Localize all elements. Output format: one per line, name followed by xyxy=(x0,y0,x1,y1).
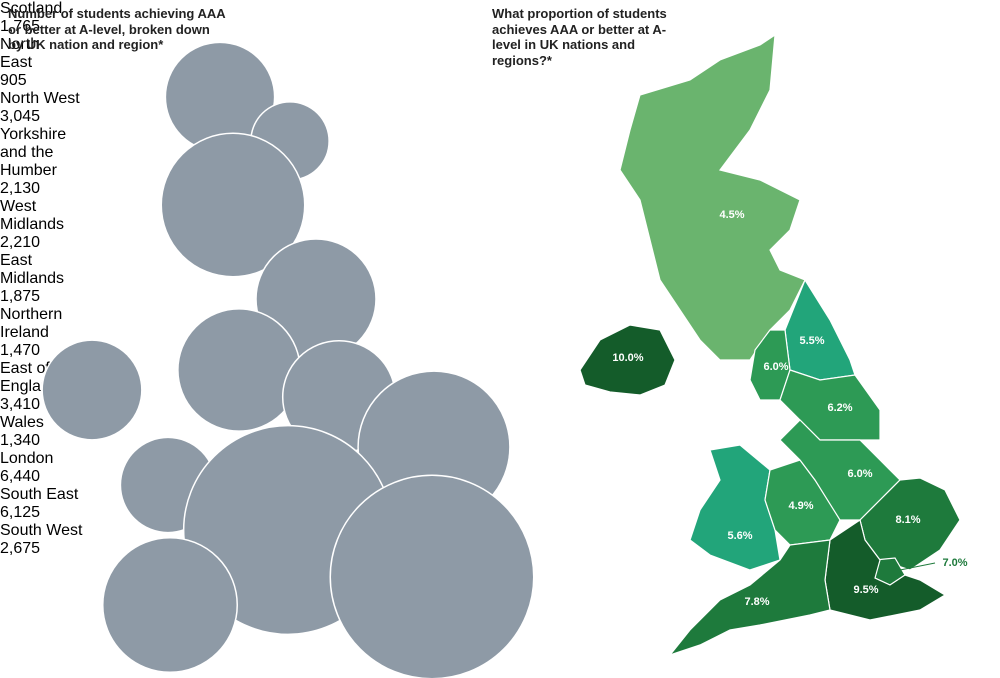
bubble-label: Scotland 1,765 xyxy=(0,0,71,36)
map-value-label: 5.5% xyxy=(799,335,824,347)
bubble-value: 2,130 xyxy=(0,180,41,197)
bubble xyxy=(41,339,143,441)
bubble-value: 905 xyxy=(0,72,27,89)
bubble-label: London 6,440 xyxy=(0,450,110,486)
bubble xyxy=(102,537,238,673)
bubble-name: South West xyxy=(0,522,83,539)
bubble xyxy=(160,132,306,278)
map-value-label: 6.0% xyxy=(763,361,788,373)
map-value-label: 7.8% xyxy=(744,596,769,608)
bubble-value: 1,875 xyxy=(0,288,41,305)
bubble-value: 3,045 xyxy=(0,108,41,125)
callout-line xyxy=(889,562,936,573)
bubble-title: Number of students achieving AAA or bett… xyxy=(8,6,226,53)
map-value-label: 6.0% xyxy=(847,468,872,480)
map-value-label: 10.0% xyxy=(612,352,643,364)
bubble-value: 3,410 xyxy=(0,396,41,413)
bubble-label: North West 3,045 xyxy=(0,90,93,126)
bubble-label: Wales 1,340 xyxy=(0,414,62,450)
map-value-label: 7.0% xyxy=(942,557,967,569)
map-value-label: 8.1% xyxy=(895,514,920,526)
map-value-label: 6.2% xyxy=(827,402,852,414)
bubble-label: West Midlands 2,210 xyxy=(0,198,79,252)
bubble-name: North East xyxy=(0,36,40,71)
bubble-label: Northern Ireland 1,470 xyxy=(0,306,65,360)
bubble xyxy=(177,308,301,432)
map-region xyxy=(579,324,676,396)
bubble xyxy=(329,474,535,678)
map-region xyxy=(824,519,947,621)
bubble-name: South East xyxy=(0,486,79,503)
bubble-value: 1,470 xyxy=(0,342,41,359)
bubble-value: 1,340 xyxy=(0,432,41,449)
bubble-value: 6,125 xyxy=(0,504,41,521)
bubble-label: South West 2,675 xyxy=(0,522,87,558)
map-value-label: 4.5% xyxy=(719,209,744,221)
map-title: What proportion of students achieves AAA… xyxy=(492,6,667,68)
bubble-value: 2,210 xyxy=(0,234,41,251)
bubble-label: North East 905 xyxy=(0,36,51,90)
bubble-name: Northern Ireland xyxy=(0,306,63,341)
map-region xyxy=(619,33,806,361)
bubble-name: Scotland xyxy=(0,0,63,17)
bubble-name: East Midlands xyxy=(0,252,65,287)
bubble-value: 6,440 xyxy=(0,468,41,485)
map-region xyxy=(668,539,831,657)
bubble-name: London xyxy=(0,450,54,467)
map-value-label: 4.9% xyxy=(788,500,813,512)
bubble-name: North West xyxy=(0,90,80,107)
bubble-label: East Midlands 1,875 xyxy=(0,252,73,306)
bubble-value: 1,765 xyxy=(0,18,41,35)
bubble-name: Yorkshire and the Humber xyxy=(0,126,67,179)
bubble-value: 2,675 xyxy=(0,540,41,557)
map-region xyxy=(779,369,881,441)
bubble-label: Yorkshire and the Humber 2,130 xyxy=(0,126,78,198)
map-region xyxy=(689,444,781,571)
map-region xyxy=(859,477,961,571)
map-value-label: 5.6% xyxy=(727,530,752,542)
bubble-name: Wales xyxy=(0,414,44,431)
bubble-name: West Midlands xyxy=(0,198,65,233)
map-value-label: 9.5% xyxy=(853,584,878,596)
bubble-label: South East 6,125 xyxy=(0,486,110,522)
